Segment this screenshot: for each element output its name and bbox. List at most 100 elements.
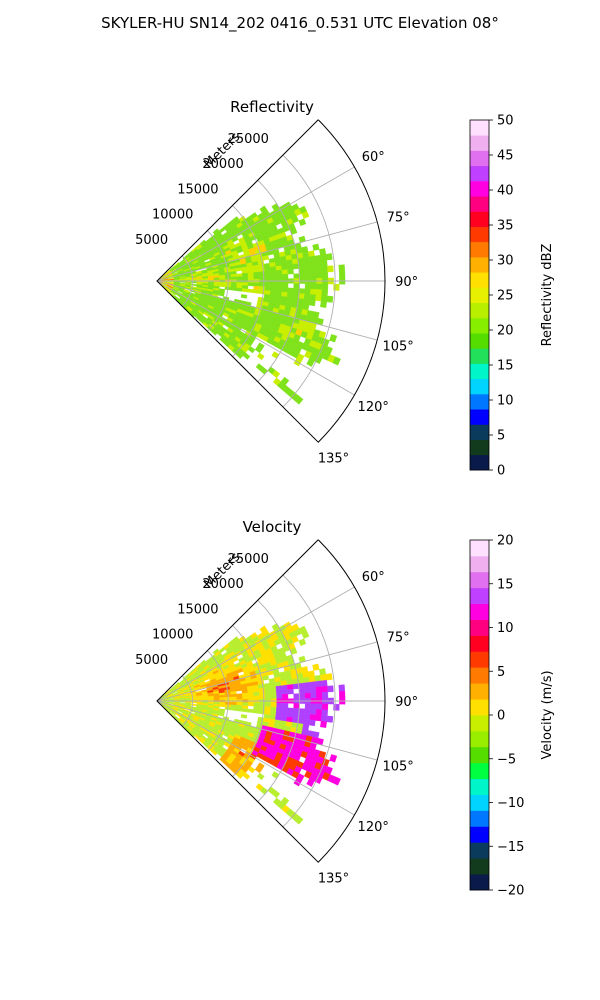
radar-cell xyxy=(256,352,265,361)
radar-cell xyxy=(190,283,197,287)
radar-cell xyxy=(282,283,289,289)
radar-cell xyxy=(240,714,248,719)
radar-cell xyxy=(320,259,328,267)
radar-cell xyxy=(292,712,300,719)
radar-cell xyxy=(304,272,312,279)
radar-cell xyxy=(253,695,260,700)
radar-cell xyxy=(179,701,186,703)
azimuth-tick-label: 105° xyxy=(382,760,413,775)
radar-cell xyxy=(241,272,249,277)
radar-cell xyxy=(276,702,283,708)
colorbar-swatch xyxy=(470,363,489,380)
radar-cell xyxy=(208,277,215,281)
radar-cell xyxy=(310,288,317,296)
colorbar-tick-label: −5 xyxy=(497,752,516,767)
radar-cell xyxy=(258,289,266,295)
azimuth-tick-label: 75° xyxy=(387,630,410,645)
radar-cell xyxy=(338,684,346,692)
radar-cell xyxy=(286,684,294,690)
radar-cell xyxy=(316,272,323,279)
colorbar-swatch xyxy=(470,454,489,471)
azimuth-tick-label: 135° xyxy=(318,452,349,467)
colorbar-swatch xyxy=(470,226,489,243)
radar-cell xyxy=(321,265,328,273)
colorbar-swatch xyxy=(470,842,489,859)
radar-cell xyxy=(298,288,306,295)
radar-cell xyxy=(310,283,317,290)
radar-cell xyxy=(264,702,272,708)
radar-cell xyxy=(219,277,226,281)
radial-tick-label: 25000 xyxy=(228,132,269,147)
radar-cell xyxy=(270,702,277,708)
radar-cell xyxy=(259,706,266,711)
radar-cell xyxy=(320,295,328,303)
colorbar-swatch xyxy=(470,196,489,212)
radar-cell xyxy=(264,286,272,292)
colorbar-swatch xyxy=(470,587,489,605)
polar-frame xyxy=(156,539,386,863)
reflectivity-panel: Reflectivity 500010000150002000025000Met… xyxy=(135,98,555,479)
radar-cell xyxy=(230,693,237,698)
radial-tick-label: 25000 xyxy=(228,552,269,567)
radar-cell xyxy=(281,269,289,275)
radar-cell xyxy=(321,271,329,279)
radar-cell xyxy=(329,334,338,343)
radar-cell xyxy=(247,702,255,707)
radar-cell xyxy=(235,351,244,359)
radar-cell xyxy=(312,663,320,671)
radar-cell xyxy=(280,680,288,686)
radar-cell xyxy=(264,266,271,272)
radar-cell xyxy=(190,703,197,707)
radar-cell xyxy=(256,772,265,781)
radar-cell xyxy=(321,289,328,297)
azimuth-tick-label: 90° xyxy=(395,275,418,290)
colorbar-tick-label: 0 xyxy=(497,709,505,724)
radar-cell xyxy=(294,815,304,825)
radar-cell xyxy=(240,294,248,299)
radar-cell xyxy=(258,267,266,273)
colorbar-swatch xyxy=(470,810,489,827)
radar-cell xyxy=(259,275,266,280)
radar-cell xyxy=(298,713,305,720)
radar-cell xyxy=(282,703,289,709)
azimuth-tick-label: 60° xyxy=(362,570,385,585)
radar-cell xyxy=(242,696,249,700)
colorbar-tick-label: 5 xyxy=(497,429,505,444)
radar-cell xyxy=(310,272,317,279)
colorbar-tick-label: −10 xyxy=(497,796,524,811)
colorbar-swatch xyxy=(470,794,489,811)
radar-cell xyxy=(314,775,323,785)
radar-cell xyxy=(299,693,306,699)
radar-cell xyxy=(315,709,323,716)
radar-cell xyxy=(236,287,243,292)
radar-cell xyxy=(259,695,266,700)
radar-cell xyxy=(308,675,316,683)
radar-cell xyxy=(241,708,249,713)
radar-cell xyxy=(264,270,272,276)
azimuth-gridline xyxy=(156,280,355,396)
radar-cell xyxy=(310,692,317,699)
reflectivity-grid xyxy=(156,119,386,443)
radar-cell xyxy=(202,698,209,701)
radar-cell xyxy=(190,701,198,704)
radial-tick-label: 15000 xyxy=(177,182,218,197)
radar-cell xyxy=(270,690,277,696)
radar-cell xyxy=(298,638,307,647)
radar-cell xyxy=(247,272,254,277)
azimuth-gridline xyxy=(156,641,378,702)
colorbar-swatch xyxy=(470,715,489,732)
colorbar-swatch xyxy=(470,651,489,668)
figure-title: SKYLER-HU SN14_202 0416_0.531 UTC Elevat… xyxy=(101,14,499,32)
radar-cell xyxy=(333,703,340,711)
radar-cell xyxy=(276,274,283,280)
radar-cell xyxy=(304,283,312,290)
colorbar-swatch xyxy=(470,555,489,573)
radial-tick-label: 5000 xyxy=(135,653,168,668)
radar-cell xyxy=(264,274,272,280)
colorbar-swatch xyxy=(470,667,489,684)
radar-cell xyxy=(242,702,249,706)
colorbar-tick-label: 0 xyxy=(497,464,505,479)
colorbar-swatch xyxy=(470,683,489,700)
radar-cell xyxy=(309,714,317,721)
